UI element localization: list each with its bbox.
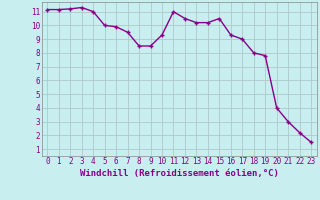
X-axis label: Windchill (Refroidissement éolien,°C): Windchill (Refroidissement éolien,°C) [80,169,279,178]
